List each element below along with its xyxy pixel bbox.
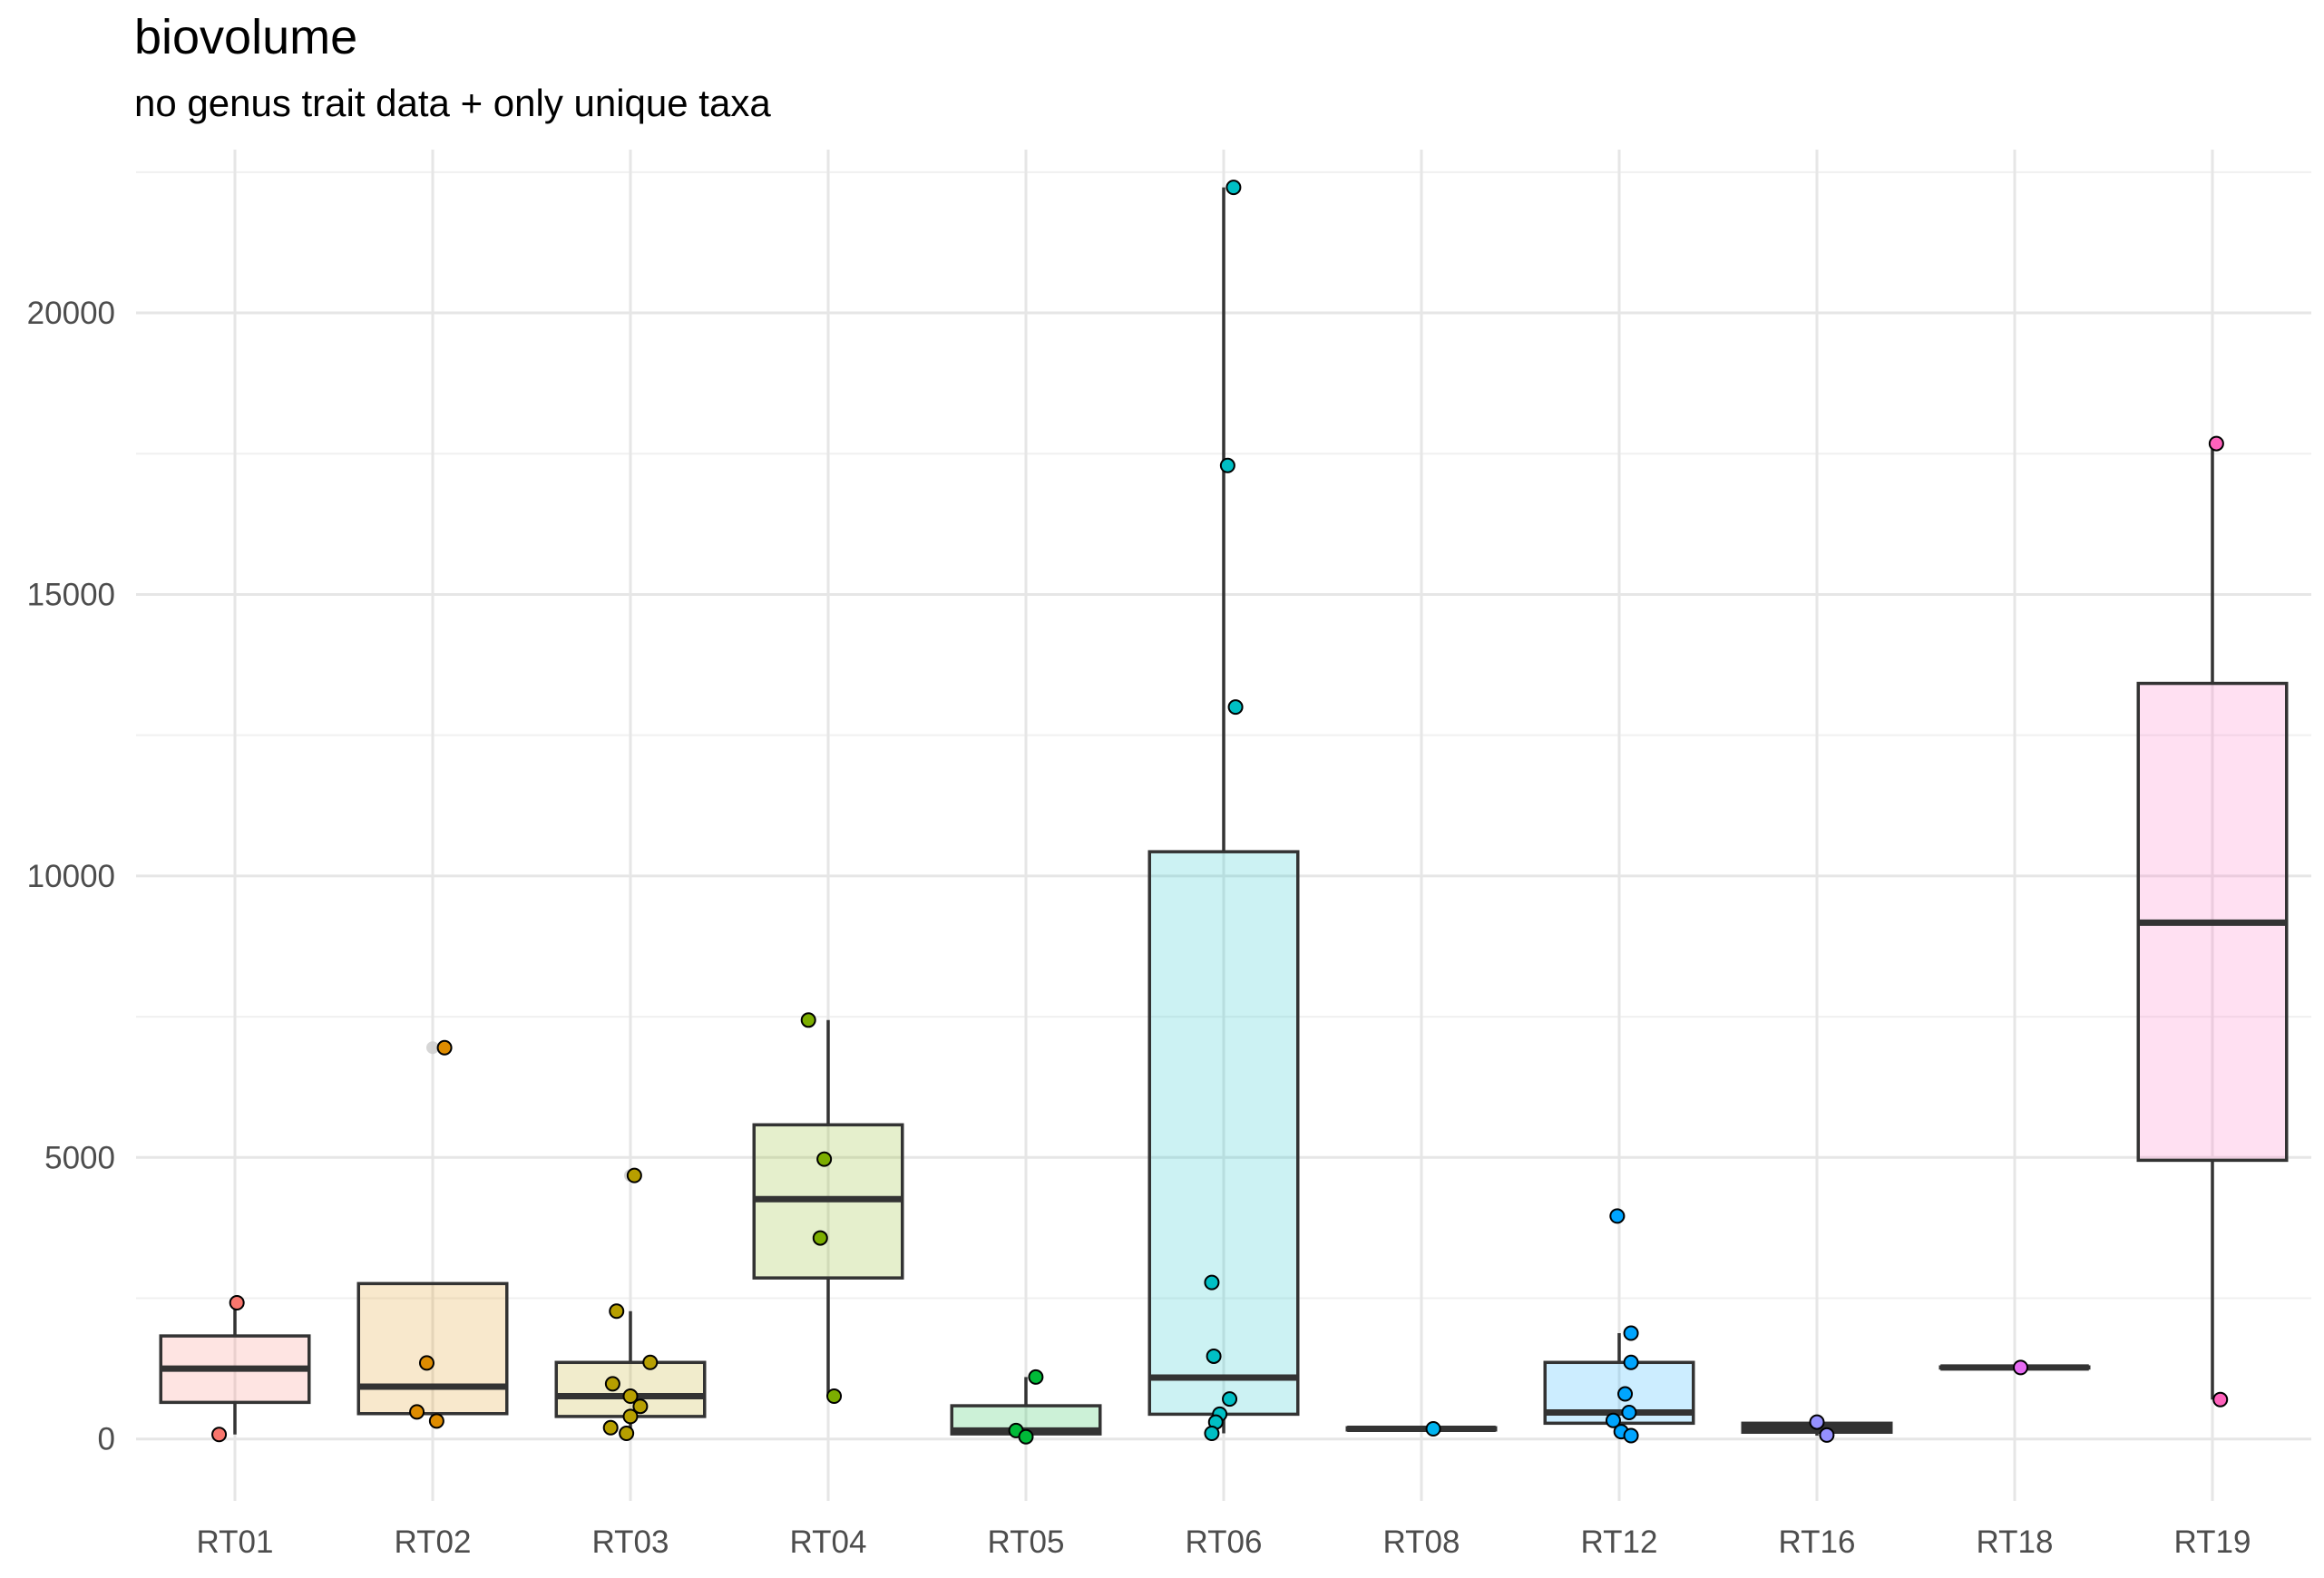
x-tick-label: RT02	[395, 1524, 472, 1560]
data-point	[604, 1376, 620, 1392]
points	[211, 180, 2229, 1445]
data-point	[1222, 1391, 1238, 1408]
box-rt04	[752, 1019, 904, 1397]
y-tick-label: 0	[98, 1422, 115, 1457]
x-tick-label: RT05	[988, 1524, 1065, 1560]
outlier-point	[426, 1041, 439, 1055]
data-point	[418, 1355, 435, 1371]
data-point	[1028, 1369, 1044, 1385]
data-point	[812, 1230, 828, 1246]
data-point	[609, 1303, 625, 1320]
y-tick-label: 5000	[44, 1140, 115, 1175]
box-rt08	[1345, 1426, 1498, 1433]
boxes	[159, 187, 2289, 1437]
data-point	[1819, 1427, 1835, 1443]
data-point	[1605, 1412, 1621, 1428]
x-tick-label: RT04	[790, 1524, 867, 1560]
box-rt06	[1147, 187, 1300, 1434]
data-point	[2212, 1391, 2229, 1408]
chart-subtitle: no genus trait data + only unique taxa	[134, 82, 771, 124]
data-point	[1623, 1427, 1639, 1444]
box-iqr	[1147, 850, 1300, 1417]
data-point	[1204, 1274, 1220, 1291]
x-tick-label: RT06	[1186, 1524, 1263, 1560]
data-point	[2208, 435, 2224, 452]
data-point	[1617, 1386, 1634, 1402]
axes: 0 5000 10000 15000 20000 RT01 RT02 RT03 RT04 RT05…	[27, 296, 2251, 1560]
x-tick-label: RT01	[197, 1524, 274, 1560]
data-point	[622, 1388, 639, 1405]
y-tick-label: 15000	[27, 577, 115, 612]
data-point	[229, 1294, 245, 1310]
data-point	[428, 1413, 444, 1429]
x-tick-label: RT12	[1581, 1524, 1658, 1560]
box-rt02	[356, 1041, 509, 1423]
data-point	[602, 1419, 619, 1436]
data-point	[1225, 180, 1242, 196]
data-point	[1018, 1428, 1034, 1445]
chart-title: biovolume	[134, 10, 358, 64]
x-tick-label: RT16	[1779, 1524, 1856, 1560]
grid	[136, 150, 2311, 1501]
data-point	[1425, 1421, 1441, 1437]
box-rt05	[950, 1377, 1102, 1437]
data-point	[816, 1151, 833, 1167]
data-point	[436, 1039, 453, 1056]
data-point	[1206, 1348, 1222, 1364]
data-point	[1623, 1325, 1639, 1341]
data-point	[1609, 1208, 1626, 1224]
data-point	[409, 1404, 425, 1420]
box-rt01	[159, 1302, 311, 1435]
x-tick-label: RT08	[1383, 1524, 1460, 1560]
data-point	[1219, 457, 1235, 473]
data-point	[1621, 1405, 1637, 1421]
data-point	[632, 1398, 649, 1415]
data-point	[619, 1426, 635, 1441]
data-point	[1204, 1426, 1220, 1441]
x-tick-label: RT19	[2174, 1524, 2251, 1560]
x-tick-label: RT03	[592, 1524, 669, 1560]
data-point	[1227, 699, 1244, 716]
data-point	[2013, 1359, 2029, 1376]
y-tick-label: 10000	[27, 859, 115, 894]
y-tick-label: 20000	[27, 296, 115, 331]
box-iqr	[356, 1281, 509, 1416]
data-point	[622, 1408, 639, 1425]
data-point	[1623, 1354, 1639, 1370]
data-point	[642, 1354, 659, 1370]
data-point	[800, 1012, 816, 1028]
data-point	[211, 1427, 228, 1443]
data-point	[626, 1167, 642, 1184]
data-point	[1809, 1414, 1825, 1430]
box-rt19	[2136, 443, 2289, 1400]
x-tick-label: RT18	[1977, 1524, 2054, 1560]
data-point	[826, 1388, 843, 1405]
